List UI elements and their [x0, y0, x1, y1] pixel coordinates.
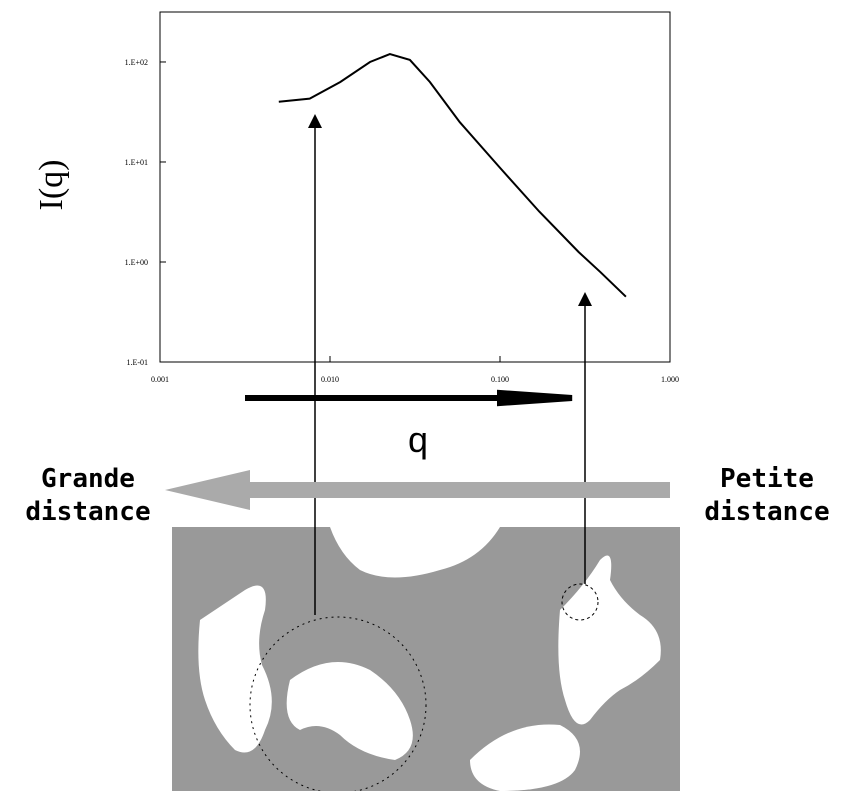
y-tick-label: 1.E+02: [125, 58, 148, 67]
y-tick-label: 1.E+01: [125, 158, 148, 167]
distance-arrow: [165, 470, 670, 510]
data-line: [278, 53, 627, 298]
x-tick-label: 0.010: [321, 375, 339, 384]
q-arrow: [245, 389, 573, 407]
right-label: Petite: [720, 464, 814, 494]
x-tick-label: 0.001: [151, 375, 169, 384]
large-scale-circle: [249, 616, 427, 791]
white-domains: [198, 527, 661, 791]
left-label: Grande: [41, 464, 135, 494]
y-axis-label: I(q): [33, 160, 70, 211]
small-scale-circle: [561, 583, 599, 621]
x-tick-label: 0.100: [491, 375, 509, 384]
plot-frame: [159, 11, 671, 363]
right-label: distance: [704, 497, 829, 527]
x-tick-label: 1.000: [661, 375, 679, 384]
arrowhead: [578, 292, 592, 306]
y-tick-label: 1.E-01: [126, 358, 148, 367]
q-label: q: [408, 419, 428, 460]
y-tick-label: 1.E+00: [125, 258, 148, 267]
arrowhead: [308, 114, 322, 128]
left-label: distance: [25, 497, 150, 527]
